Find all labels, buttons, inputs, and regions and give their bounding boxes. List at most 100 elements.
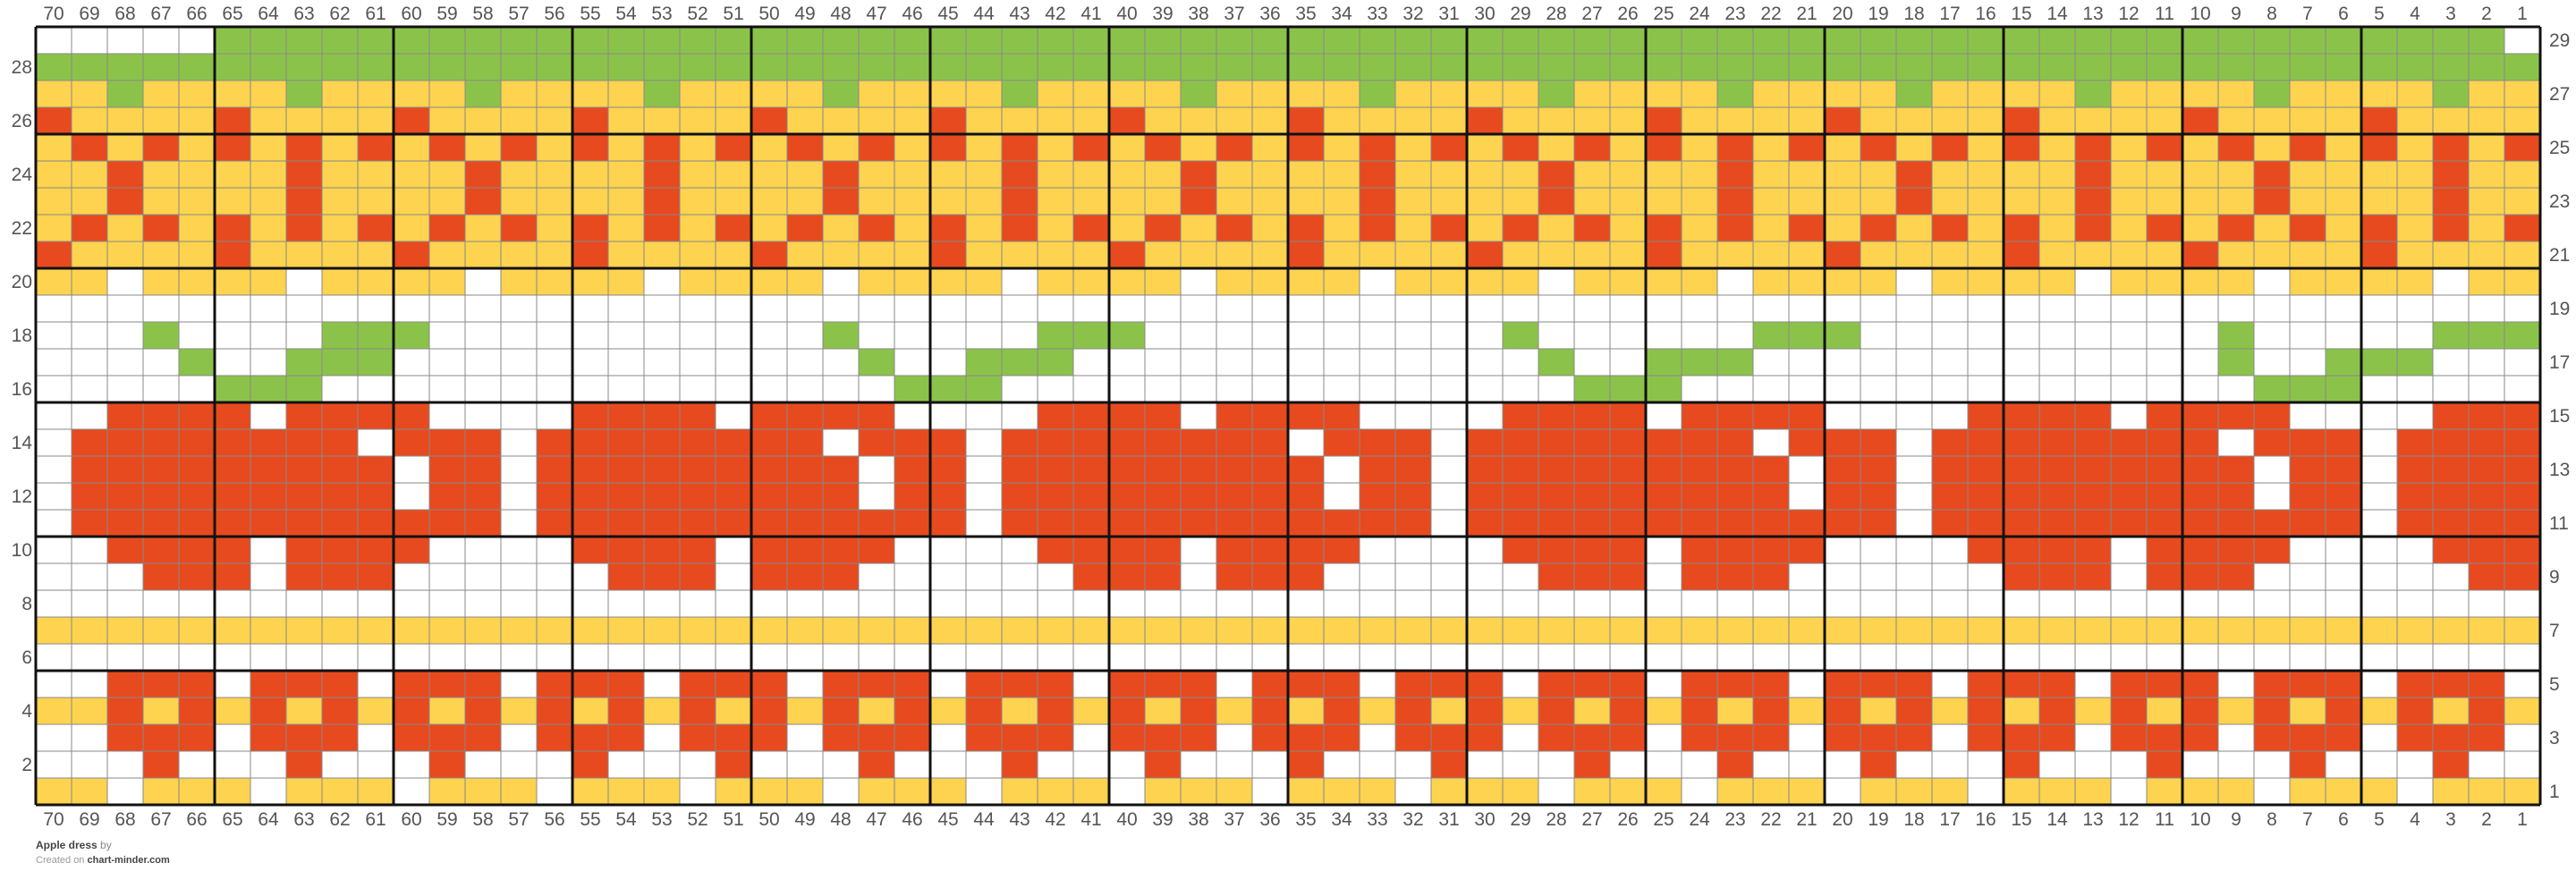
stitch-cell (859, 456, 894, 483)
stitch-cell (1467, 54, 1503, 80)
stitch-cell (286, 241, 322, 268)
stitch-cell (680, 134, 716, 161)
stitch-cell (2469, 698, 2504, 724)
stitch-cell (2218, 698, 2254, 724)
stitch-cell (2254, 27, 2290, 54)
stitch-cell (2182, 617, 2218, 644)
stitch-cell (322, 295, 358, 322)
stitch-cell (894, 349, 930, 376)
stitch-cell (1181, 698, 1216, 724)
stitch-cell (429, 322, 465, 349)
stitch-cell (1968, 134, 2004, 161)
stitch-cell (1109, 349, 1145, 376)
stitch-cell (1073, 644, 1109, 671)
stitch-cell (36, 590, 72, 617)
stitch-cell (1682, 429, 1717, 456)
stitch-cell (1109, 376, 1145, 402)
stitch-cell (966, 161, 1002, 188)
stitch-cell (250, 698, 286, 724)
stitch-cell (787, 563, 823, 590)
stitch-cell (107, 188, 143, 215)
stitch-cell (2218, 134, 2254, 161)
stitch-cell (2361, 54, 2397, 80)
stitch-cell (1216, 671, 1252, 698)
stitch-cell (2004, 80, 2039, 107)
stitch-cell (1324, 295, 1360, 322)
column-number: 60 (401, 809, 421, 830)
stitch-cell (1538, 134, 1574, 161)
stitch-cell (36, 376, 72, 402)
stitch-cell (966, 563, 1002, 590)
stitch-cell (1789, 268, 1825, 295)
stitch-cell (859, 268, 894, 295)
column-number: 28 (1546, 809, 1566, 830)
column-number: 67 (150, 4, 171, 24)
stitch-cell (1538, 617, 1574, 644)
stitch-cell (1145, 107, 1181, 134)
stitch-cell (1789, 617, 1825, 644)
stitch-cell (1324, 134, 1360, 161)
stitch-cell (894, 456, 930, 483)
stitch-cell (2075, 698, 2111, 724)
stitch-cell (930, 402, 966, 429)
column-number: 15 (2011, 809, 2031, 830)
column-number: 29 (1510, 809, 1530, 830)
column-number: 28 (1546, 4, 1566, 24)
stitch-cell (2039, 429, 2075, 456)
stitch-cell (2147, 134, 2182, 161)
stitch-cell (1610, 644, 1646, 671)
stitch-cell (1789, 563, 1825, 590)
stitch-cell (751, 54, 787, 80)
stitch-cell (1395, 376, 1431, 402)
stitch-cell (1181, 671, 1216, 698)
stitch-cell (1145, 724, 1181, 751)
stitch-cell (1932, 161, 1968, 188)
stitch-cell (751, 80, 787, 107)
stitch-cell (2504, 161, 2540, 188)
stitch-cell (1574, 456, 1610, 483)
stitch-cell (1574, 107, 1610, 134)
stitch-cell (859, 241, 894, 268)
stitch-cell (572, 134, 608, 161)
stitch-cell (1038, 402, 1073, 429)
stitch-cell (250, 644, 286, 671)
stitch-cell (286, 429, 322, 456)
stitch-cell (930, 188, 966, 215)
stitch-cell (823, 215, 859, 241)
stitch-cell (1002, 322, 1038, 349)
stitch-cell (286, 376, 322, 402)
stitch-cell (501, 429, 537, 456)
stitch-cell (1503, 644, 1538, 671)
stitch-cell (1109, 161, 1145, 188)
stitch-cell (72, 644, 107, 671)
stitch-cell (966, 698, 1002, 724)
stitch-cell (1467, 134, 1503, 161)
stitch-cell (501, 483, 537, 510)
stitch-cell (1324, 80, 1360, 107)
stitch-cell (143, 107, 179, 134)
stitch-cell (2397, 456, 2433, 483)
column-number: 56 (544, 809, 564, 830)
stitch-cell (2469, 349, 2504, 376)
stitch-cell (1538, 402, 1574, 429)
stitch-cell (2147, 590, 2182, 617)
stitch-cell (1753, 698, 1789, 724)
stitch-cell (537, 188, 572, 215)
stitch-cell (250, 590, 286, 617)
stitch-cell (2469, 537, 2504, 563)
column-number: 24 (1689, 4, 1710, 24)
stitch-cell (537, 215, 572, 241)
stitch-cell (1610, 107, 1646, 134)
stitch-cell (394, 27, 429, 54)
stitch-cell (2504, 295, 2540, 322)
stitch-cell (179, 698, 215, 724)
stitch-cell (2290, 778, 2326, 805)
stitch-cell (608, 349, 644, 376)
stitch-cell (2147, 537, 2182, 563)
column-number: 5 (2374, 809, 2385, 830)
stitch-cell (1324, 402, 1360, 429)
stitch-cell (36, 402, 72, 429)
stitch-cell (501, 510, 537, 537)
stitch-cell (1896, 751, 1932, 778)
stitch-cell (215, 295, 250, 322)
